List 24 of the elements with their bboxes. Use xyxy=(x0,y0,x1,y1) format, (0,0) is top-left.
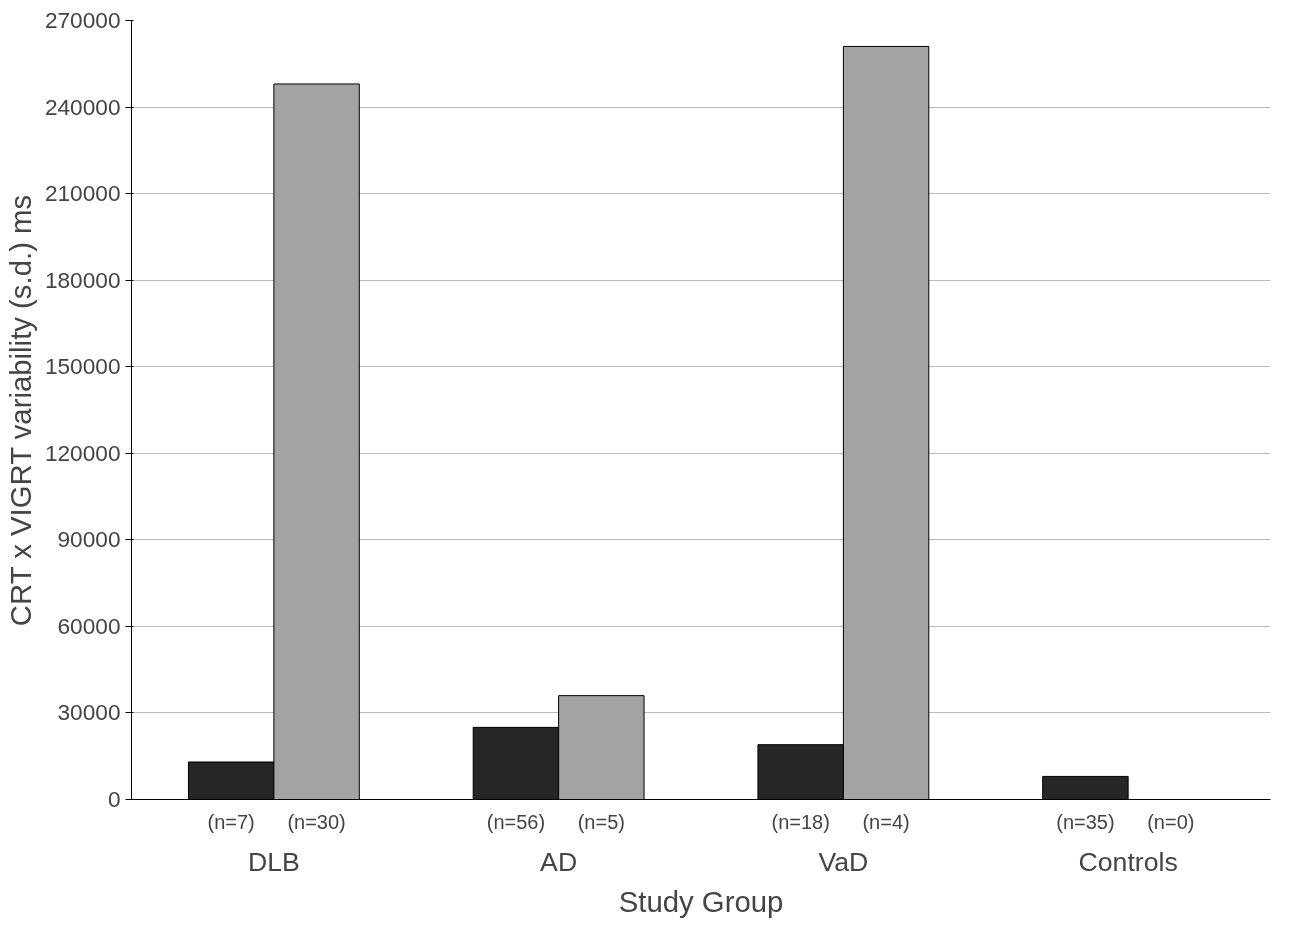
y-tick-label: 150000 xyxy=(44,353,121,380)
y-tick-label: 0 xyxy=(107,786,121,812)
y-tick-label: 240000 xyxy=(44,93,121,120)
y-tick-label: 90000 xyxy=(57,526,121,553)
x-tick-label: AD xyxy=(540,846,578,877)
text: (n=56) xyxy=(486,810,546,833)
y-tick-label: 30000 xyxy=(57,699,121,726)
text: (n=5) xyxy=(577,810,625,833)
x-tick-label: Controls xyxy=(1078,846,1178,877)
y-tick-label: 120000 xyxy=(44,439,121,466)
y-tick-label: 180000 xyxy=(44,266,121,293)
y-axis-title: CRT x VIGRT variability (s.d.) ms xyxy=(3,194,37,627)
text: (n=0) xyxy=(1147,810,1195,833)
x-axis-title: Study Group xyxy=(618,884,784,918)
y-tick-label: 270000 xyxy=(44,7,121,33)
text: (n=30) xyxy=(287,810,346,833)
x-tick-label: VaD xyxy=(818,846,869,877)
text: (n=4) xyxy=(862,810,910,833)
text: (n=35) xyxy=(1056,810,1115,833)
y-tick-label: 60000 xyxy=(57,612,121,639)
y-tick-label: 210000 xyxy=(44,180,121,207)
text: (n=7) xyxy=(207,810,255,833)
text: (n=18) xyxy=(771,810,830,833)
x-tick-label: DLB xyxy=(247,846,300,877)
